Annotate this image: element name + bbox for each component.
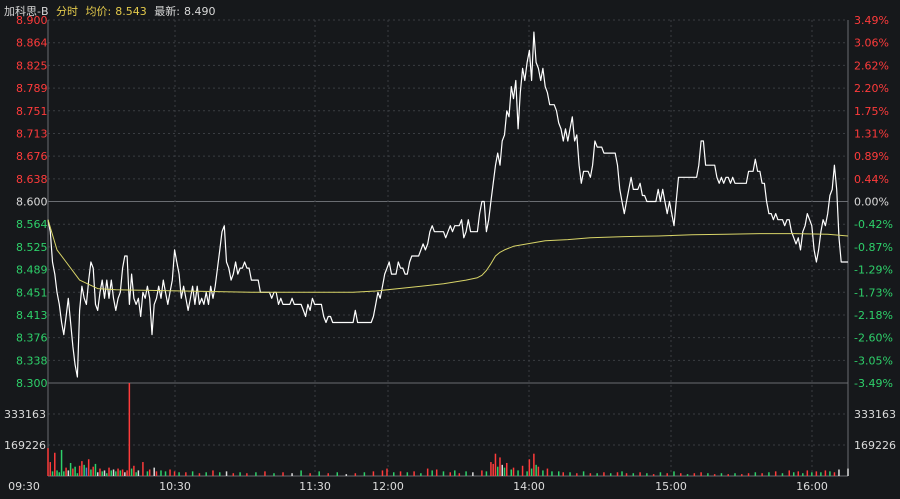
last-price-value: 8.490 xyxy=(183,5,216,18)
price-tick-label: 8.525 xyxy=(16,241,48,254)
percent-tick-label: -1.29% xyxy=(854,264,893,277)
percent-tick-label: 3.49% xyxy=(854,14,889,27)
volume-tick-label-left: 333163 xyxy=(4,408,46,421)
average-price-line xyxy=(47,219,849,293)
chart-header: 加科思-B 分时 均价: 8.543 最新: 8.490 xyxy=(4,3,219,19)
percent-tick-label: 1.31% xyxy=(854,127,889,140)
time-tick-label: 10:30 xyxy=(159,480,191,493)
avg-price-label: 均价: xyxy=(85,5,112,18)
time-tick-label: 14:00 xyxy=(513,480,545,493)
price-tick-label: 8.789 xyxy=(16,82,48,95)
last-price-label: 最新: xyxy=(154,5,180,18)
price-tick-label: 8.413 xyxy=(16,309,48,322)
price-line xyxy=(47,31,848,378)
percent-tick-label: 2.62% xyxy=(854,59,889,72)
percent-tick-label: -3.49% xyxy=(854,377,893,390)
avg-price-value: 8.543 xyxy=(115,5,147,18)
price-tick-label: 8.564 xyxy=(16,218,48,231)
percent-tick-label: 2.20% xyxy=(854,82,889,95)
percent-tick-label: 3.06% xyxy=(854,37,889,50)
price-tick-label: 8.713 xyxy=(16,127,48,140)
time-tick-label: 16:00 xyxy=(796,480,828,493)
price-lines xyxy=(47,31,849,378)
price-tick-label: 8.751 xyxy=(16,105,48,118)
percent-tick-label: 0.89% xyxy=(854,150,889,163)
volume-bars xyxy=(47,383,849,476)
price-tick-label: 8.489 xyxy=(16,264,48,277)
price-tick-label: 8.300 xyxy=(16,377,48,390)
volume-axis: 333163 333163 169226 169226 xyxy=(4,408,896,452)
volume-tick-label-right: 333163 xyxy=(854,408,896,421)
stock-name: 加科思-B xyxy=(4,5,49,18)
percent-tick-label: -2.60% xyxy=(854,332,893,345)
percent-axis-right: 3.49% 3.06% 2.62% 2.20% 1.75% 1.31% 0.89% 0.44%… xyxy=(854,14,893,390)
percent-tick-label: -1.73% xyxy=(854,286,893,299)
price-tick-label: 8.900 xyxy=(16,14,48,27)
percent-tick-label: -2.18% xyxy=(854,309,893,322)
time-tick-label: 15:00 xyxy=(655,480,687,493)
time-tick-label: 12:00 xyxy=(372,480,404,493)
price-tick-label: 8.638 xyxy=(16,173,48,186)
percent-tick-label: -3.05% xyxy=(854,354,893,367)
price-tick-label: 8.676 xyxy=(16,150,48,163)
view-mode-label[interactable]: 分时 xyxy=(56,5,79,18)
volume-tick-label-left: 169226 xyxy=(4,439,46,452)
time-tick-label: 11:30 xyxy=(299,480,331,493)
percent-tick-label: 1.75% xyxy=(854,105,889,118)
price-tick-label: 8.864 xyxy=(16,37,48,50)
percent-tick-label: 0.44% xyxy=(854,173,889,186)
grid xyxy=(47,19,849,477)
price-tick-label: 8.600 xyxy=(16,196,48,209)
price-tick-label: 8.451 xyxy=(16,286,48,299)
price-axis-left: 8.900 8.864 8.825 8.789 8.751 8.713 8.676 8.638… xyxy=(16,14,48,390)
price-tick-label: 8.338 xyxy=(16,354,48,367)
price-tick-label: 8.825 xyxy=(16,59,48,72)
volume-tick-label-right: 169226 xyxy=(854,439,896,452)
time-tick-label: 09:30 xyxy=(8,480,40,493)
price-tick-label: 8.376 xyxy=(16,332,48,345)
percent-tick-label: -0.42% xyxy=(854,218,893,231)
time-axis: 09:30 10:30 11:30 12:00 14:00 15:00 16:00 xyxy=(8,480,828,493)
percent-tick-label: -0.87% xyxy=(854,241,893,254)
percent-tick-label: 0.00% xyxy=(854,196,889,209)
